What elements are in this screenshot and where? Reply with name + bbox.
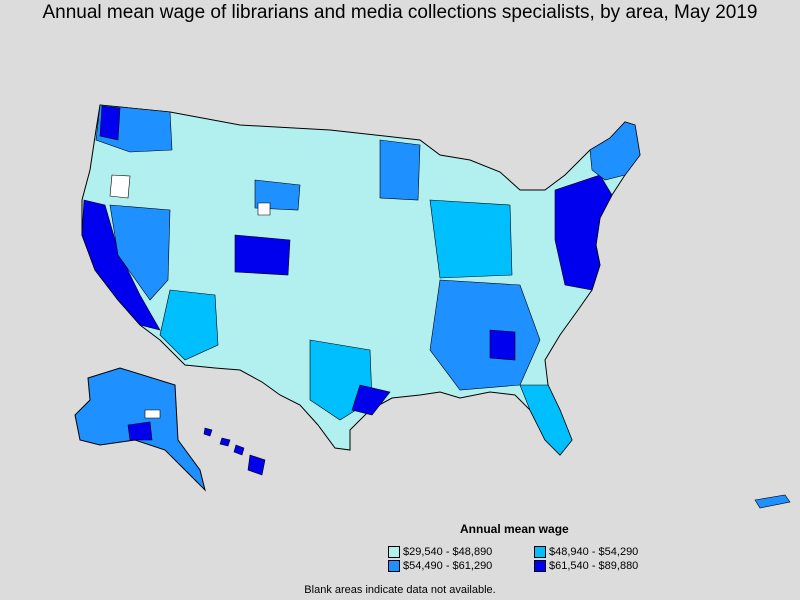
footnote: Blank areas indicate data not available. xyxy=(304,584,496,596)
region-houston xyxy=(351,384,391,416)
legend-swatch xyxy=(534,546,546,558)
legend-item: $29,540 - $48,890 xyxy=(388,546,492,558)
hawaii-island xyxy=(203,427,213,437)
legend-swatch xyxy=(534,560,546,572)
region-wyoming-area xyxy=(254,179,301,211)
hawaii-island xyxy=(247,454,266,476)
region-northeast-corridor xyxy=(554,174,613,291)
region-nevada xyxy=(109,204,171,301)
region-atlanta xyxy=(489,329,516,361)
map-title: Annual mean wage of librarians and media… xyxy=(42,2,758,23)
region-arizona-south xyxy=(159,289,219,361)
hawaii-island xyxy=(233,444,245,456)
alaska-anchorage xyxy=(127,421,153,441)
region-florida xyxy=(519,384,573,456)
legend-item: $61,540 - $89,880 xyxy=(534,560,638,572)
region-new-england xyxy=(589,121,641,181)
legend-swatch xyxy=(388,560,400,572)
legend-item: $48,940 - $54,290 xyxy=(534,546,638,558)
alaska-no-data xyxy=(144,409,161,419)
legend-label: $29,540 - $48,890 xyxy=(403,546,493,558)
region-no-data-idaho xyxy=(109,174,131,199)
region-seattle xyxy=(99,105,121,141)
legend-item: $54,490 - $61,290 xyxy=(388,560,492,572)
legend-label: $54,490 - $61,290 xyxy=(403,560,493,572)
region-midwest xyxy=(429,199,513,279)
region-california-coast xyxy=(81,199,161,331)
legend-title: Annual mean wage xyxy=(460,522,569,536)
legend-label: $61,540 - $89,880 xyxy=(549,560,639,572)
puerto-rico xyxy=(754,494,791,509)
region-colorado xyxy=(234,234,291,276)
region-no-data-wyoming xyxy=(257,202,271,216)
legend-label: $48,940 - $54,290 xyxy=(549,546,639,558)
legend-swatch xyxy=(388,546,400,558)
hawaii-island xyxy=(219,437,231,447)
region-minnesota xyxy=(379,139,421,201)
